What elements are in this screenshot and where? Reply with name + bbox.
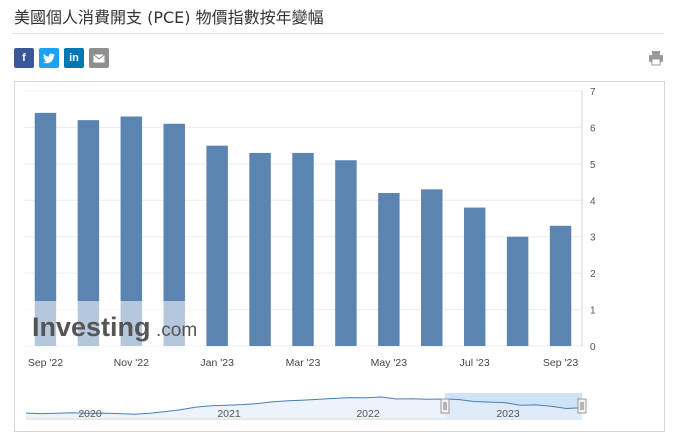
- bar: [249, 152, 271, 346]
- navigator-line: [25, 396, 583, 415]
- navigator-year-label: 2020: [78, 408, 102, 420]
- x-tick-label: Nov '22: [114, 357, 149, 369]
- bar: [292, 152, 314, 346]
- y-tick-label: 0: [590, 342, 596, 353]
- investing-watermark: Investing .com: [26, 301, 206, 347]
- watermark-suffix: .com: [156, 320, 197, 341]
- watermark-brand: Investing: [32, 312, 151, 342]
- y-tick-label: 4: [590, 196, 596, 207]
- x-tick-label: Sep '22: [28, 357, 63, 369]
- y-tick-label: 5: [590, 160, 596, 171]
- navigator-year-label: 2023: [496, 408, 520, 420]
- x-tick-label: Sep '23: [543, 357, 578, 369]
- bar: [506, 236, 529, 346]
- linkedin-share-button[interactable]: in: [64, 48, 84, 68]
- navigator-left-handle[interactable]: [440, 398, 450, 414]
- x-tick-label: Jul '23: [460, 357, 490, 369]
- navigator-year-label: 2021: [217, 408, 241, 420]
- printer-icon[interactable]: [648, 50, 664, 66]
- bar: [77, 120, 100, 346]
- email-icon: [93, 53, 105, 62]
- navigator-right-handle[interactable]: [577, 398, 587, 414]
- x-tick-label: May '23: [371, 357, 408, 369]
- bar: [335, 160, 357, 346]
- bar: [549, 225, 572, 346]
- title-divider: [12, 33, 664, 34]
- chart-container: 0 1 2 3 4 5 6 7 Investing .com Sep '22 Nov '22 Jan '…: [14, 81, 665, 432]
- twitter-share-button[interactable]: [39, 48, 59, 68]
- navigator-year-label: 2022: [356, 408, 380, 420]
- linkedin-icon: in: [69, 52, 79, 64]
- x-tick-label: Jan '23: [200, 357, 234, 369]
- twitter-icon: [43, 52, 55, 63]
- watermark-background: [26, 301, 206, 347]
- bar: [34, 112, 57, 346]
- bar: [120, 116, 143, 346]
- page-title: 美國個人消費開支 (PCE) 物價指數按年變幅: [14, 8, 324, 27]
- bar: [463, 207, 486, 346]
- email-share-button[interactable]: [89, 48, 109, 68]
- bar: [378, 193, 400, 346]
- x-tick-label: Mar '23: [286, 357, 321, 369]
- y-tick-label: 6: [590, 123, 596, 134]
- pce-bar-chart: 0 1 2 3 4 5 6 7 Investing .com Sep '22 Nov '22 Jan '…: [24, 87, 596, 420]
- y-tick-label: 1: [590, 306, 596, 317]
- handle-grip: [577, 398, 587, 414]
- y-tick-label: 3: [590, 233, 596, 244]
- bar: [206, 145, 228, 346]
- y-tick-label: 7: [590, 87, 596, 98]
- bar: [163, 123, 185, 347]
- y-tick-label: 2: [590, 269, 596, 280]
- share-toolbar: f in: [14, 48, 109, 68]
- facebook-share-button[interactable]: f: [14, 48, 34, 68]
- bar: [421, 189, 443, 346]
- handle-grip: [440, 398, 450, 414]
- facebook-icon: f: [22, 52, 26, 64]
